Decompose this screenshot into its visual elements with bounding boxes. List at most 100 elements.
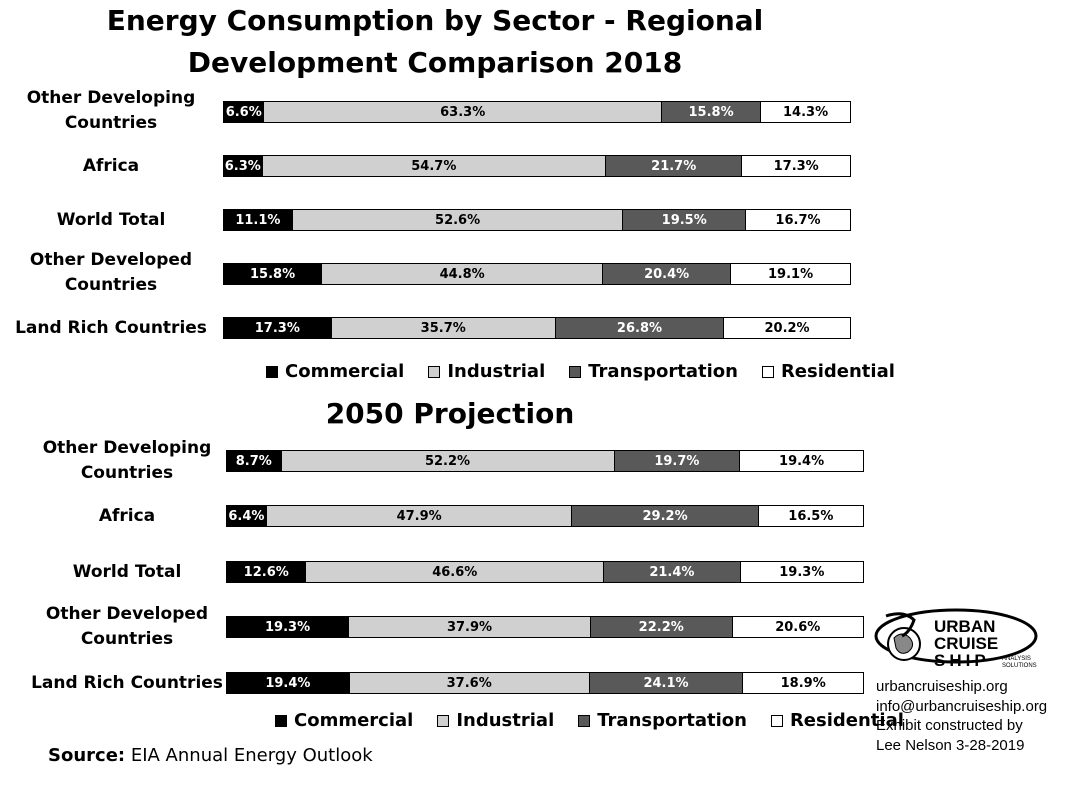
data-label: 20.6% [775,619,821,635]
category-label-other-developed-countries: Other Developed Countries [17,602,237,652]
legend-label: Residential [780,361,895,382]
credit-email: info@urbancruiseship.org [876,698,1048,715]
bar-segment-commercial: 11.1% [223,209,293,231]
bar-segment-industrial: 44.8% [321,263,604,285]
bar-segment-transportation: 20.4% [602,263,732,285]
data-label: 17.3% [773,158,819,174]
legend-item-residential: Residential [761,361,895,382]
bar-segment-residential: 19.4% [739,450,864,472]
legend-label: Industrial [456,710,555,731]
legend: Commercial Industrial Transportation Reside… [266,361,919,382]
data-label: 20.4% [644,266,690,282]
legend-item-industrial: Industrial [437,710,554,731]
data-label: 19.5% [661,212,707,228]
data-label: 63.3% [440,104,486,120]
data-label: 44.8% [439,266,485,282]
bar-segment-transportation: 19.5% [622,209,746,231]
bar-segment-industrial: 46.6% [305,561,605,583]
data-label: 37.9% [446,619,493,635]
category-label-line: Countries [80,463,174,483]
stacked-bar-world-total: 12.6% 46.6% 21.4% 19.3% [226,561,864,583]
data-label: 52.6% [435,212,481,228]
credit-website: urbancruiseship.org [876,678,1008,695]
legend-item-commercial: Commercial [266,361,404,382]
logo-tag2: SOLUTIONS [1002,663,1037,669]
urban-cruise-ship-logo: URBAN CRUISE SHIP ANALYSIS SOLUTIONS [874,606,1044,678]
category-label-line: Land Rich Countries [15,318,207,338]
data-label: 6.3% [224,158,261,174]
category-label-world-total: World Total [1,208,221,233]
data-label: 19.4% [265,675,311,691]
legend-label: Transportation [597,710,747,731]
data-label: 35.7% [420,320,466,336]
bar-segment-commercial: 6.4% [226,505,267,527]
data-label: 21.4% [649,564,695,580]
category-label-other-developing-countries: Other Developing Countries [1,86,221,136]
data-label: 24.1% [643,675,689,691]
logo-line3: SHIP [934,651,990,670]
data-label: 54.7% [411,158,457,174]
credit-constructed: Exhibit constructed by [876,717,1023,734]
data-label: 26.8% [616,320,663,336]
data-label: 46.6% [432,564,478,580]
category-label-line: World Total [72,562,182,582]
stacked-bar-other-developing-countries: 8.7% 52.2% 19.7% 19.4% [226,450,864,472]
data-label: 29.2% [642,508,688,524]
bar-segment-commercial: 8.7% [226,450,282,472]
bar-segment-commercial: 6.6% [223,101,265,123]
bar-segment-commercial: 19.4% [226,672,350,694]
bar-segment-transportation: 15.8% [660,101,762,123]
category-label-line: Countries [64,275,158,295]
category-label-africa: Africa [1,154,221,179]
bar-segment-residential: 16.5% [757,505,864,527]
bar-segment-transportation: 26.8% [554,317,725,339]
legend-item-transportation: Transportation [578,710,747,731]
data-label: 52.2% [424,453,471,469]
chart-title-line: Energy Consumption by Sector - Regional [106,4,764,37]
stacked-bar-africa: 6.4% 47.9% 29.2% 16.5% [226,505,864,527]
data-label: 21.7% [651,158,697,174]
bar-segment-transportation: 29.2% [571,505,759,527]
logo-line1: URBAN [934,617,995,636]
data-label: 19.1% [768,266,814,282]
data-label: 47.9% [396,508,442,524]
data-label: 22.2% [638,619,684,635]
category-label-line: Other Developing [26,88,196,108]
data-label: 11.1% [235,212,281,228]
legend-label: Commercial [294,710,414,731]
bar-segment-residential: 20.6% [731,616,864,638]
source-text: EIA Annual Energy Outlook [130,745,373,766]
stacked-bar-other-developing-countries: 6.6% 63.3% 15.8% 14.3% [223,101,851,123]
data-label: 16.7% [775,212,821,228]
stacked-bar-land-rich-countries: 19.4% 37.6% 24.1% 18.9% [226,672,864,694]
legend-swatch-transportation [578,714,591,727]
bar-segment-residential: 16.7% [745,209,851,231]
category-label-other-developing-countries: Other Developing Countries [17,436,237,486]
stacked-bar-world-total: 11.1% 52.6% 19.5% 16.7% [223,209,851,231]
legend-swatch-residential [770,714,783,727]
bar-segment-residential: 18.9% [742,672,864,694]
bar-segment-industrial: 52.2% [280,450,615,472]
bar-segment-residential: 17.3% [741,155,851,177]
data-label: 14.3% [783,104,829,120]
logo-graphic: URBAN CRUISE SHIP ANALYSIS SOLUTIONS [874,608,1038,670]
logo-line2: CRUISE [934,634,998,653]
data-label: 19.7% [654,453,700,469]
logo-tag1: ANALYSIS [1002,656,1031,662]
data-label: 12.6% [243,564,289,580]
category-label-world-total: World Total [17,560,237,585]
category-label-line: World Total [56,210,166,230]
legend-swatch-commercial [275,714,287,727]
category-label-line: Other Developed [29,250,193,270]
bar-segment-transportation: 19.7% [613,450,741,472]
legend-label: Transportation [588,361,738,382]
bar-segment-residential: 14.3% [760,101,851,123]
legend-label: Commercial [285,361,405,382]
legend-item-industrial: Industrial [428,361,545,382]
bar-segment-residential: 19.3% [739,561,864,583]
category-label-line: Africa [98,506,156,526]
source-note: Source: EIA Annual Energy Outlook [48,745,373,766]
stacked-bar-other-developed-countries: 19.3% 37.9% 22.2% 20.6% [226,616,864,638]
bar-segment-transportation: 21.4% [603,561,741,583]
category-label-other-developed-countries: Other Developed Countries [1,248,221,298]
